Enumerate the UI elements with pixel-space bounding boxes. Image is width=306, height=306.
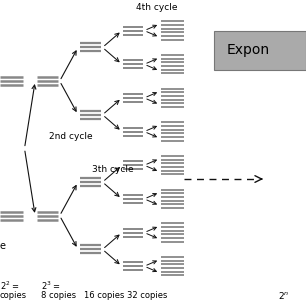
Text: 4th cycle: 4th cycle: [136, 3, 178, 12]
Text: 16 copies: 16 copies: [84, 291, 125, 300]
Text: e: e: [0, 241, 6, 251]
Text: Expon: Expon: [226, 43, 270, 58]
Text: 2nd cycle: 2nd cycle: [49, 132, 93, 141]
Text: $2^2 =$: $2^2 =$: [0, 280, 19, 292]
Text: $2^3 =$: $2^3 =$: [41, 280, 61, 292]
Text: 3th cycle: 3th cycle: [92, 166, 133, 174]
Text: $2^n$: $2^n$: [278, 290, 290, 301]
FancyBboxPatch shape: [214, 31, 306, 70]
Text: copies: copies: [0, 291, 27, 300]
Text: 32 copies: 32 copies: [127, 291, 167, 300]
Text: 8 copies: 8 copies: [41, 291, 76, 300]
